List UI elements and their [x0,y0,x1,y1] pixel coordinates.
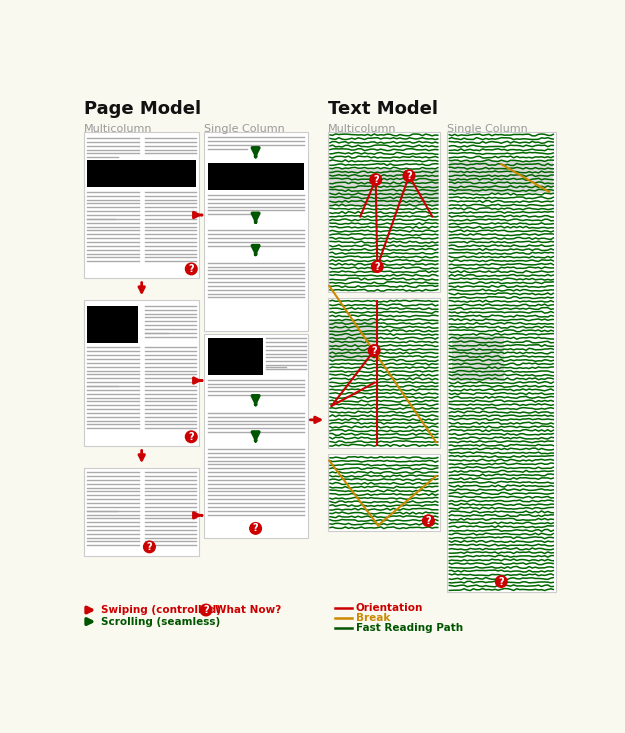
Text: Break: Break [356,613,390,623]
Text: ?: ? [253,523,258,534]
Text: Page Model: Page Model [84,100,201,117]
Bar [452,336,504,380]
Bar [208,338,262,375]
Bar [84,300,199,446]
Bar [328,454,440,531]
Text: ?: ? [203,605,209,615]
Bar [329,320,378,360]
Bar [208,163,304,191]
Text: Multicolumn: Multicolumn [84,124,153,134]
Text: Multicolumn: Multicolumn [328,124,396,134]
Bar [204,132,308,331]
Text: Orientation: Orientation [356,603,423,613]
Bar [84,468,199,556]
Text: Text Model: Text Model [328,100,437,117]
Text: What Now?: What Now? [214,605,281,615]
Bar [328,298,440,449]
Bar [88,160,196,188]
Text: Single Column: Single Column [204,124,285,134]
Circle shape [422,515,434,526]
Bar [88,306,138,343]
Bar [449,161,553,194]
Circle shape [186,431,197,443]
Circle shape [371,261,383,273]
Circle shape [200,604,212,616]
Text: ?: ? [499,577,504,586]
Circle shape [370,174,381,185]
Circle shape [250,523,261,534]
Bar [447,132,556,592]
Circle shape [496,575,507,587]
Bar [84,132,199,278]
Text: ?: ? [406,171,412,181]
Circle shape [144,541,155,553]
Text: Single Column: Single Column [447,124,528,134]
Text: ?: ? [426,516,431,526]
Text: Fast Reading Path: Fast Reading Path [356,623,462,633]
Bar [328,132,440,292]
Circle shape [186,263,197,275]
Text: ?: ? [189,264,194,274]
Text: ?: ? [147,542,152,552]
Text: ?: ? [374,262,380,272]
Text: ?: ? [189,432,194,442]
Text: ?: ? [373,174,379,185]
Text: Swiping (controlled): Swiping (controlled) [101,605,221,615]
Text: Scrolling (seamless): Scrolling (seamless) [101,616,221,627]
Bar [204,334,308,537]
Text: ?: ? [371,345,377,356]
Circle shape [368,345,380,356]
Bar [329,169,439,206]
Circle shape [403,170,415,182]
